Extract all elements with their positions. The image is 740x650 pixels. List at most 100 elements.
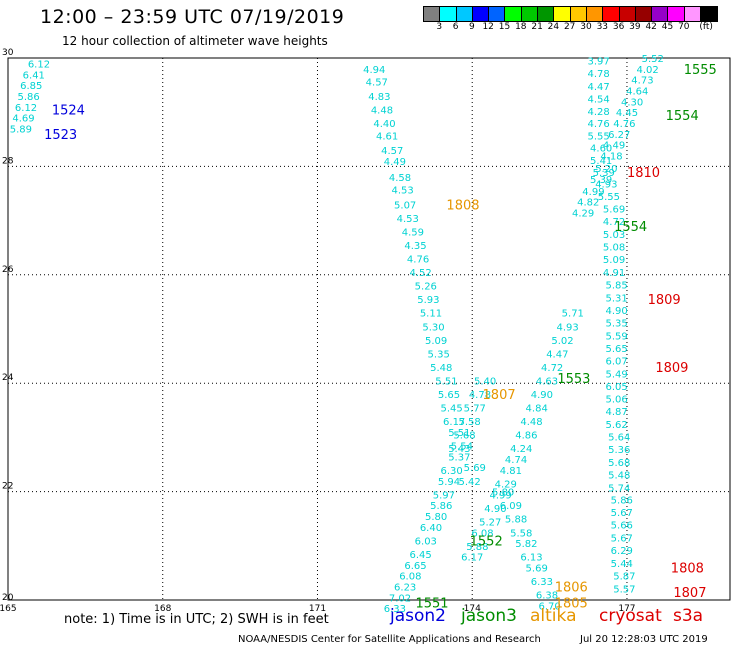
colorbar-tick-label: 45 [661,22,674,32]
swh-value: 4.81 [500,466,522,477]
swh-value: 5.66 [611,521,633,532]
colorbar-tick-label: 12 [482,22,494,32]
colorbar-tick-label: 36 [612,22,625,32]
footer-credit: NOAA/NESDIS Center for Satellite Applica… [238,634,541,645]
legend-jason3: jason3 [461,606,517,626]
chart-title: 12:00 – 23:59 UTC 07/19/2019 [40,6,345,28]
colorbar-cell [505,7,522,21]
swh-value: 5.94 [438,477,460,488]
colorbar-tick-label: 3 [436,22,443,32]
swh-value: 5.82 [515,539,537,550]
swh-value: 5.44 [611,559,633,570]
colorbar-cell [456,7,473,21]
swh-value: 4.76 [587,119,609,130]
footer-timestamp: Jul 20 12:28:03 UTC 2019 [580,634,708,645]
swh-value: 5.07 [394,200,416,211]
swh-value: 6.17 [443,417,465,428]
swh-value: 4.83 [368,92,390,103]
swh-value: 5.51 [448,428,470,439]
swh-value: 4.87 [606,407,628,418]
swh-value: 5.62 [606,420,628,431]
swh-value: 5.88 [505,515,527,526]
colorbar-cell [652,7,669,21]
swh-value: 4.76 [407,255,429,266]
swh-value: 6.27 [608,130,630,141]
swh-value: 5.45 [440,404,462,415]
chart-grid [7,57,731,601]
swh-value: 5.88 [466,542,488,553]
swh-value: 4.29 [572,208,594,219]
swh-value: 5.31 [606,294,628,305]
colorbar-ticks: 3 6 9 12 15 18 21 24 27 30 33 36 39 42 45 70 (ft) [423,22,740,34]
swh-value: 4.90 [484,504,506,515]
swh-value: 3.97 [587,57,609,68]
swh-value: 5.59 [606,332,628,343]
swh-value: 5.80 [425,512,447,523]
swh-value: 5.69 [464,463,486,474]
colorbar-cell [684,7,702,21]
colorbar-tick-label: (ft) [699,22,713,32]
colorbar-cell [424,7,441,21]
pass-time-label: 1554 [666,109,699,124]
colorbar-cell [570,7,587,21]
swh-value: 4.35 [404,241,426,252]
swh-value: 7.02 [389,593,411,604]
swh-value: 6.29 [611,546,633,557]
swh-value: 5.48 [430,363,452,374]
swh-value: 5.09 [603,255,625,266]
chart-annotations: 1524 1523 1808 1807 1806 1805 1555 1554 1554 1553… [44,63,717,612]
swh-value: 4.54 [587,95,609,106]
colorbar-tick-label: 6 [452,22,459,32]
swh-value: 6.03 [415,536,437,547]
legend-altika: altika [530,606,577,626]
swh-value: 4.49 [384,157,406,168]
y-tick-label: 20 [2,593,14,603]
pass-time-label: 1810 [627,166,660,181]
swh-value: 4.86 [515,431,537,442]
swh-value: 6.12 [15,103,37,114]
swh-value: 4.59 [402,227,424,238]
swh-value: 4.78 [469,390,491,401]
swh-value: 5.58 [459,417,481,428]
swh-value: 5.40 [474,376,496,387]
swh-value: 4.93 [557,322,579,333]
y-tick-label: 26 [2,265,14,275]
swh-value: 5.27 [479,517,501,528]
pass-time-label: 1807 [483,388,516,403]
chart-axes: 165 168 171 174 177 20 22 24 26 28 30 [0,48,636,614]
pass-time-label: 1523 [44,128,77,143]
chart-subtitle: 12 hour collection of altimeter wave hei… [62,34,328,48]
swh-value: 4.73 [631,76,653,87]
swh-value: 5.03 [603,230,625,241]
swh-value: 4.64 [626,87,648,98]
colorbar-tick-label: 33 [596,22,609,32]
colorbar-tick-label: 9 [469,22,475,32]
swh-value: 5.52 [642,54,664,65]
swh-value: 6.08 [471,528,493,539]
swh-value: 5.39 [590,175,612,186]
swh-value: 4.48 [371,105,393,116]
swh-value: 6.70 [538,601,560,612]
swh-value: 4.78 [587,69,609,80]
swh-value: 5.67 [611,534,633,545]
swh-value: 4.02 [636,65,658,76]
swh-value: 6.12 [28,59,50,70]
pass-time-label: 1552 [470,534,503,549]
swh-value: 5.86 [430,501,452,512]
swh-value: 6.38 [536,591,558,602]
swh-value: 5.86 [17,92,39,103]
pass-time-label: 1524 [52,103,85,118]
swh-value: 6.40 [420,523,442,534]
x-tick-label: 174 [464,604,481,614]
swh-value: 4.82 [577,198,599,209]
colorbar-tick-label: 39 [629,22,641,32]
swh-value: 5.11 [420,309,442,320]
colorbar-cell [554,7,571,21]
swh-value: 4.52 [410,268,432,279]
swh-value: 5.08 [603,243,625,254]
swh-value: 6.05 [606,382,628,393]
swh-value: 5.35 [428,349,450,360]
swh-value: 5.39 [593,168,615,179]
swh-value: 5.87 [613,572,635,583]
